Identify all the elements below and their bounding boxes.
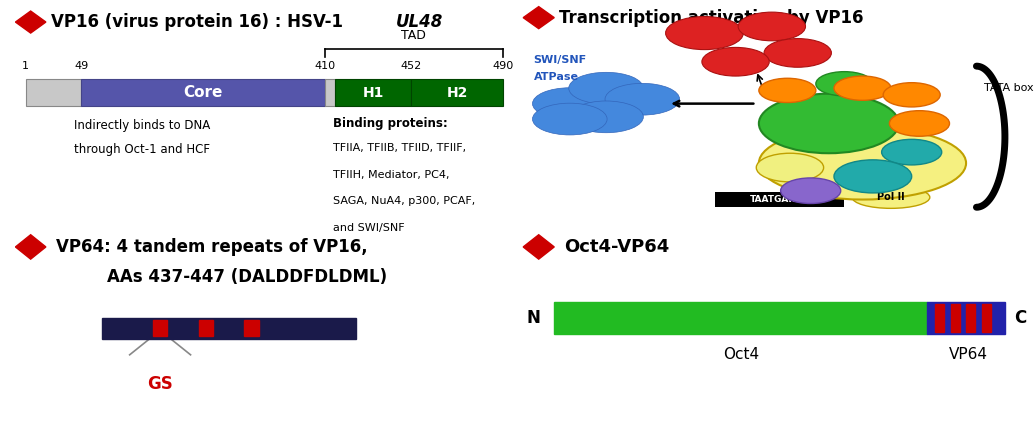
Text: Mediator: Mediator xyxy=(854,172,892,181)
FancyBboxPatch shape xyxy=(26,79,82,106)
Text: GS: GS xyxy=(147,375,173,393)
Circle shape xyxy=(533,88,607,120)
Polygon shape xyxy=(16,235,46,259)
Text: VP64: 4 tandem repeats of VP16,: VP64: 4 tandem repeats of VP16, xyxy=(56,238,368,256)
Text: TFIIF: TFIIF xyxy=(852,84,873,93)
Circle shape xyxy=(758,78,816,103)
FancyBboxPatch shape xyxy=(82,79,325,106)
Text: 452: 452 xyxy=(401,61,422,70)
Text: TAATGARAT: TAATGARAT xyxy=(750,195,809,204)
FancyBboxPatch shape xyxy=(102,318,355,338)
Text: HCF: HCF xyxy=(779,162,801,173)
Text: Pol II: Pol II xyxy=(877,192,904,202)
Circle shape xyxy=(533,103,607,135)
FancyBboxPatch shape xyxy=(715,192,844,207)
Text: TFIIH, Mediator, PC4,: TFIIH, Mediator, PC4, xyxy=(333,170,450,180)
Circle shape xyxy=(882,139,942,165)
Text: AAs 437-447 (DALDDFDLDML): AAs 437-447 (DALDDFDLDML) xyxy=(107,268,386,287)
Text: TFIIB: TFIIB xyxy=(900,148,923,156)
Text: TFIIH: TFIIH xyxy=(900,90,923,99)
Text: VP16 (virus protein 16) : HSV-1: VP16 (virus protein 16) : HSV-1 xyxy=(51,13,349,31)
Circle shape xyxy=(738,12,806,41)
Text: and SWI/SNF: and SWI/SNF xyxy=(333,223,404,233)
Circle shape xyxy=(569,73,643,104)
FancyBboxPatch shape xyxy=(951,304,960,332)
Text: TFIID: TFIID xyxy=(909,119,930,128)
FancyBboxPatch shape xyxy=(244,320,259,337)
FancyBboxPatch shape xyxy=(411,79,502,106)
Text: TFIIA: TFIIA xyxy=(776,86,799,95)
Text: VP64: VP64 xyxy=(949,347,988,362)
Text: TFIIA, TFIIB, TFIID, TFIIF,: TFIIA, TFIIB, TFIID, TFIIF, xyxy=(333,143,466,153)
FancyBboxPatch shape xyxy=(966,304,976,332)
FancyBboxPatch shape xyxy=(554,302,927,335)
FancyBboxPatch shape xyxy=(199,320,213,337)
Circle shape xyxy=(569,101,643,133)
Text: p300: p300 xyxy=(723,57,748,66)
Circle shape xyxy=(781,178,841,204)
Text: Oct-1: Oct-1 xyxy=(798,186,824,195)
Text: H1: H1 xyxy=(363,86,384,100)
Text: C: C xyxy=(1014,309,1027,327)
Text: 490: 490 xyxy=(492,61,514,70)
Circle shape xyxy=(816,72,872,96)
Circle shape xyxy=(883,83,941,107)
Text: through Oct-1 and HCF: through Oct-1 and HCF xyxy=(75,143,210,156)
Circle shape xyxy=(605,84,680,115)
Text: SAGA, NuA4, p300, PCAF,: SAGA, NuA4, p300, PCAF, xyxy=(333,196,474,206)
Circle shape xyxy=(758,94,899,153)
Text: TATA box: TATA box xyxy=(984,83,1034,93)
Text: Indirectly binds to DNA: Indirectly binds to DNA xyxy=(75,119,210,132)
Ellipse shape xyxy=(852,186,930,208)
Text: H2: H2 xyxy=(447,86,468,100)
Circle shape xyxy=(834,160,912,193)
Text: Binding proteins:: Binding proteins: xyxy=(333,117,448,130)
Text: UL48: UL48 xyxy=(396,13,443,31)
Circle shape xyxy=(702,47,769,76)
FancyBboxPatch shape xyxy=(982,304,990,332)
Polygon shape xyxy=(523,235,554,259)
Text: NuA4: NuA4 xyxy=(758,22,785,31)
Text: 49: 49 xyxy=(75,61,88,70)
Text: Oct4: Oct4 xyxy=(723,347,758,362)
Text: Transcription activation by VP16: Transcription activation by VP16 xyxy=(559,8,864,27)
Circle shape xyxy=(665,17,744,50)
Polygon shape xyxy=(523,7,554,29)
Circle shape xyxy=(889,111,950,136)
FancyBboxPatch shape xyxy=(927,302,1005,335)
Text: N: N xyxy=(526,309,541,327)
FancyBboxPatch shape xyxy=(336,79,411,106)
Text: 410: 410 xyxy=(315,61,336,70)
Text: Core: Core xyxy=(183,85,223,100)
Text: ATPase: ATPase xyxy=(534,72,578,82)
Circle shape xyxy=(765,39,831,67)
Circle shape xyxy=(756,153,824,182)
Text: PCAF: PCAF xyxy=(784,48,811,57)
Text: Oct4-VP64: Oct4-VP64 xyxy=(565,238,670,256)
Text: PC4: PC4 xyxy=(835,79,854,88)
FancyBboxPatch shape xyxy=(325,79,336,106)
Polygon shape xyxy=(16,11,46,33)
Text: SAGA: SAGA xyxy=(691,28,718,38)
FancyBboxPatch shape xyxy=(936,304,945,332)
Text: 1: 1 xyxy=(22,61,29,70)
Ellipse shape xyxy=(758,127,967,200)
Text: SWI/SNF: SWI/SNF xyxy=(534,55,586,64)
Circle shape xyxy=(834,76,891,100)
FancyBboxPatch shape xyxy=(153,320,167,337)
Text: VP16: VP16 xyxy=(809,117,848,130)
Text: TAD: TAD xyxy=(402,29,427,42)
